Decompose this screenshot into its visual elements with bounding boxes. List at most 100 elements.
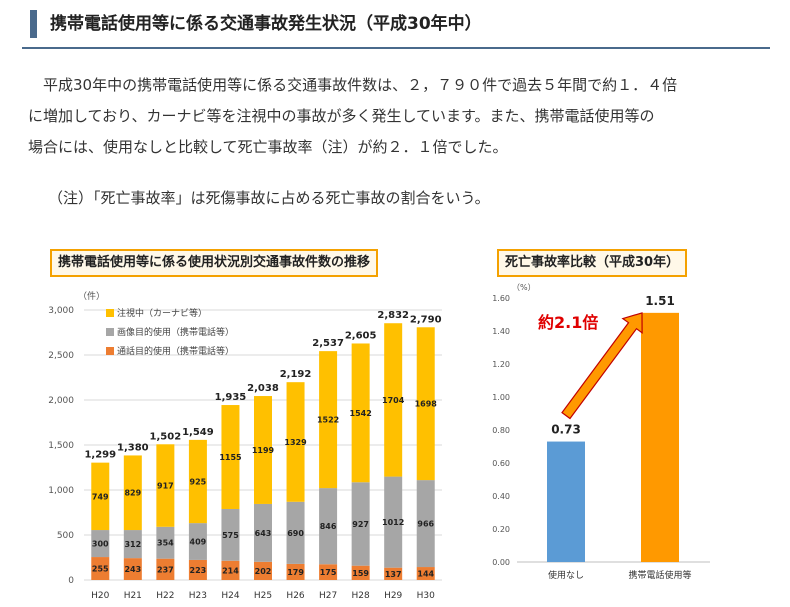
- chart1-xtick-label: H20: [91, 591, 109, 601]
- chart1-xtick-label: H22: [156, 591, 174, 601]
- chart1-bar-gazing-segment: [286, 382, 305, 502]
- chart2-ytick-label: 1.40: [492, 327, 510, 336]
- chart1-data-label: 175: [320, 568, 337, 577]
- chart1-data-label: 1012: [382, 518, 404, 527]
- chart2-increase-arrow: [561, 312, 643, 420]
- chart1-bar-call-segment: [416, 567, 435, 580]
- chart1-xtick-label: H30: [417, 591, 435, 601]
- chart1-bar-gazing-segment: [351, 343, 370, 483]
- chart1-total-label: 1,502: [150, 431, 182, 442]
- chart1-bar-gazing-segment: [156, 444, 175, 527]
- footnote: （注）「死亡事故率」は死傷事故に占める死亡事故の割合をいう。: [48, 189, 490, 207]
- chart1-bar-image-segment: [254, 503, 272, 562]
- chart1-total-label: 1,380: [117, 442, 149, 453]
- chart1-bar-gazing-segment: [123, 455, 142, 531]
- chart1-total-label: 1,299: [84, 450, 116, 461]
- chart1-data-label: 237: [157, 565, 174, 574]
- chart2-value-label: 1.51: [645, 294, 675, 308]
- chart1-data-label: 829: [124, 489, 141, 498]
- chart1-legend-swatch: [106, 328, 114, 336]
- chart2-unit-label: （%）: [512, 283, 536, 292]
- chart1-data-label: 966: [417, 520, 434, 529]
- chart1-ytick-label: 1,500: [48, 441, 74, 451]
- chart1-legend-swatch: [106, 309, 114, 317]
- chart1-data-label: 312: [124, 540, 141, 549]
- chart1-total-label: 1,549: [182, 427, 214, 438]
- chart1-data-label: 214: [222, 566, 239, 575]
- chart2-ytick-label: 0.80: [492, 426, 510, 435]
- chart1-data-label: 354: [157, 539, 174, 548]
- chart1-bar-image-segment: [351, 482, 370, 566]
- chart1-data-label: 137: [385, 570, 402, 579]
- chart1-bar-call-segment: [351, 565, 370, 580]
- chart1-title: 携帯電話使用等に係る使用状況別交通事故件数の推移: [50, 249, 379, 277]
- chart1-data-label: 1698: [415, 400, 438, 409]
- chart1-bar-call-segment: [91, 557, 110, 580]
- chart2-ytick-label: 1.20: [492, 360, 510, 369]
- chart1-bar-gazing-segment: [384, 323, 403, 477]
- chart1-bar-image-segment: [156, 526, 175, 559]
- chart1-data-label: 690: [287, 529, 304, 538]
- chart2-ytick-label: 0.40: [492, 492, 510, 501]
- chart1-data-label: 749: [92, 492, 109, 501]
- chart1-bar-gazing-segment: [91, 462, 110, 531]
- chart1-data-label: 255: [92, 565, 109, 574]
- chart1-data-label: 159: [352, 569, 369, 578]
- chart1-ytick-label: 1,000: [48, 486, 74, 496]
- chart1-data-label: 1199: [252, 446, 275, 455]
- chart2-ytick-label: 1.00: [492, 393, 510, 402]
- chart1-bar-image-segment: [123, 530, 142, 559]
- chart1-bar-gazing-segment: [221, 405, 240, 509]
- chart1-bar-gazing-segment: [254, 396, 272, 504]
- chart1-data-label: 1522: [317, 416, 339, 425]
- chart1-bar-call-segment: [221, 560, 240, 580]
- chart1-data-label: 223: [190, 566, 207, 575]
- chart1-data-label: 846: [320, 522, 337, 531]
- chart1-total-label: 2,790: [410, 314, 442, 325]
- chart1-data-label: 1704: [382, 396, 405, 405]
- chart2-ratio-annotation: 約2.1倍: [538, 313, 598, 332]
- chart1-xtick-label: H21: [124, 591, 142, 601]
- header-divider: [22, 47, 770, 49]
- chart1-xtick-label: H29: [384, 591, 402, 601]
- chart1-data-label: 575: [222, 531, 239, 540]
- chart1-data-label: 1542: [350, 409, 372, 418]
- chart1-xtick-label: H25: [254, 591, 272, 601]
- chart1-bar-image-segment: [221, 508, 240, 561]
- chart1-data-label: 409: [190, 538, 207, 547]
- chart1-bar-image-segment: [319, 488, 338, 565]
- chart1-bar-call-segment: [188, 559, 207, 580]
- chart1-ytick-label: 500: [57, 531, 74, 541]
- chart1-legend-label: 通話目的使用（携帯電話等）: [117, 345, 234, 357]
- chart1-bar-gazing-segment: [319, 351, 338, 489]
- chart1-ytick-label: 3,000: [48, 306, 74, 316]
- page-title: 携帯電話使用等に係る交通事故発生状況（平成30年中）: [50, 14, 482, 34]
- chart1-bar-call-segment: [156, 558, 175, 580]
- chart1-ytick-label: 2,000: [48, 396, 74, 406]
- chart1-bar-call-segment: [254, 561, 272, 580]
- summary-line-3: 場合には、使用なしと比較して死亡事故率（注）が約２．１倍でした。: [28, 138, 508, 156]
- chart1-bar-gazing-segment: [188, 439, 207, 524]
- chart1-xtick-label: H24: [221, 591, 239, 601]
- chart1-legend-label: 注視中（カーナビ等）: [117, 307, 207, 319]
- chart2-xtick-label: 携帯電話使用等: [628, 569, 691, 581]
- chart1-xtick-label: H27: [319, 591, 337, 601]
- chart1-bar-call-segment: [286, 563, 305, 580]
- chart1-bar-image-segment: [286, 501, 305, 564]
- chart1-total-label: 1,935: [215, 392, 247, 403]
- chart1-data-label: 300: [92, 540, 109, 549]
- chart1-data-label: 917: [157, 482, 174, 491]
- chart1-data-label: 925: [190, 477, 207, 486]
- chart1-legend-label: 画像目的使用（携帯電話等）: [117, 326, 234, 338]
- chart1-data-label: 1155: [219, 453, 242, 462]
- chart1-bar-call-segment: [123, 558, 142, 580]
- chart2-title: 死亡事故率比較（平成30年）: [497, 249, 688, 277]
- chart1-data-label: 1329: [284, 438, 307, 447]
- chart1-bar-call-segment: [384, 567, 403, 580]
- chart2-bar-none: [547, 441, 585, 562]
- chart2-ytick-label: 1.60: [492, 294, 510, 303]
- chart2-ytick-label: 0.00: [492, 558, 510, 567]
- chart1-bar-gazing-segment: [416, 327, 435, 481]
- chart2-ytick-label: 0.60: [492, 459, 510, 468]
